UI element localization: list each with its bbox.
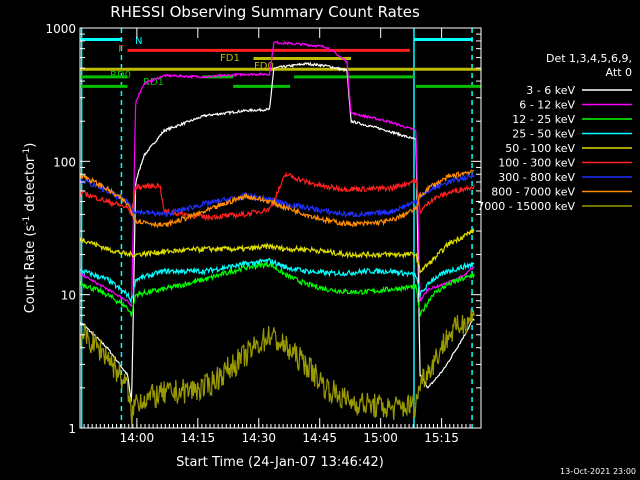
legend-label-2: 12 - 25 keV bbox=[512, 113, 575, 126]
axes: 14:00 14:15 14:30 14:45 15:00 15:15 1 10 100 1000 bbox=[45, 22, 482, 445]
x-tick-label-5: 15:15 bbox=[424, 431, 459, 445]
legend-label-0: 3 - 6 keV bbox=[526, 84, 575, 97]
series-line-0 bbox=[79, 61, 475, 402]
x-tick-label-0: 14:00 bbox=[120, 431, 155, 445]
legend-header-line-1: Det 1,3,4,5,6,9, bbox=[546, 52, 632, 65]
series-line-2 bbox=[79, 261, 475, 317]
state-bars bbox=[80, 37, 481, 88]
series-line-8 bbox=[79, 308, 475, 428]
y-tick-label-1: 10 bbox=[61, 289, 76, 303]
plot-frame bbox=[79, 27, 482, 429]
y-tick-label-2: 100 bbox=[53, 155, 76, 169]
x-tick-label-4: 15:00 bbox=[363, 431, 398, 445]
annotation-flare: F bbox=[118, 44, 124, 55]
series-line-5 bbox=[79, 171, 475, 222]
annotation-rd1: RD1 bbox=[143, 77, 164, 88]
legend-label-6: 300 - 800 keV bbox=[498, 171, 575, 184]
series-line-4 bbox=[79, 227, 475, 274]
footer-date: 13-Oct-2021 23:00 bbox=[560, 467, 636, 476]
y-tick-label-3: 1000 bbox=[45, 22, 76, 36]
annotation-fd0: FD0 bbox=[254, 61, 274, 72]
legend: Det 1,3,4,5,6,9, Att 0 3 - 6 keV 6 - 12 k… bbox=[477, 52, 632, 213]
legend-label-8: 7000 - 15000 keV bbox=[477, 200, 575, 213]
x-tick-label-2: 14:30 bbox=[241, 431, 276, 445]
x-tick-label-3: 14:45 bbox=[302, 431, 337, 445]
series-line-3 bbox=[79, 257, 475, 304]
y-tick-label-0: 1 bbox=[68, 422, 76, 436]
orbit-markers bbox=[80, 28, 473, 428]
annotation-night: N bbox=[135, 36, 142, 47]
x-tick-label-1: 14:15 bbox=[181, 431, 216, 445]
series-line-6 bbox=[79, 171, 475, 219]
x-axis-label: Start Time (24-Jan-07 13:46:42) bbox=[176, 455, 384, 470]
tick-marks: 14:00 14:15 14:30 14:45 15:00 15:15 1 10 100 1000 bbox=[45, 22, 481, 445]
legend-header-line-2: Att 0 bbox=[606, 66, 632, 79]
series-lines bbox=[79, 40, 475, 428]
state-labels: N F FD1 FD0 RD0 RD1 bbox=[110, 36, 274, 88]
y-axis-label: Count Rate (s-1 detector-1) bbox=[22, 143, 38, 314]
annotation-fd1: FD1 bbox=[220, 53, 240, 64]
series-line-1 bbox=[79, 40, 475, 308]
series-line-7 bbox=[79, 169, 475, 229]
legend-label-1: 6 - 12 keV bbox=[519, 99, 575, 112]
legend-label-3: 25 - 50 keV bbox=[512, 128, 575, 141]
legend-label-4: 50 - 100 keV bbox=[505, 142, 575, 155]
annotation-rd0: RD0 bbox=[110, 70, 131, 81]
legend-label-7: 800 - 7000 keV bbox=[491, 186, 575, 199]
legend-label-5: 100 - 300 keV bbox=[498, 157, 575, 170]
chart-title: RHESSI Observing Summary Count Rates bbox=[110, 3, 420, 21]
